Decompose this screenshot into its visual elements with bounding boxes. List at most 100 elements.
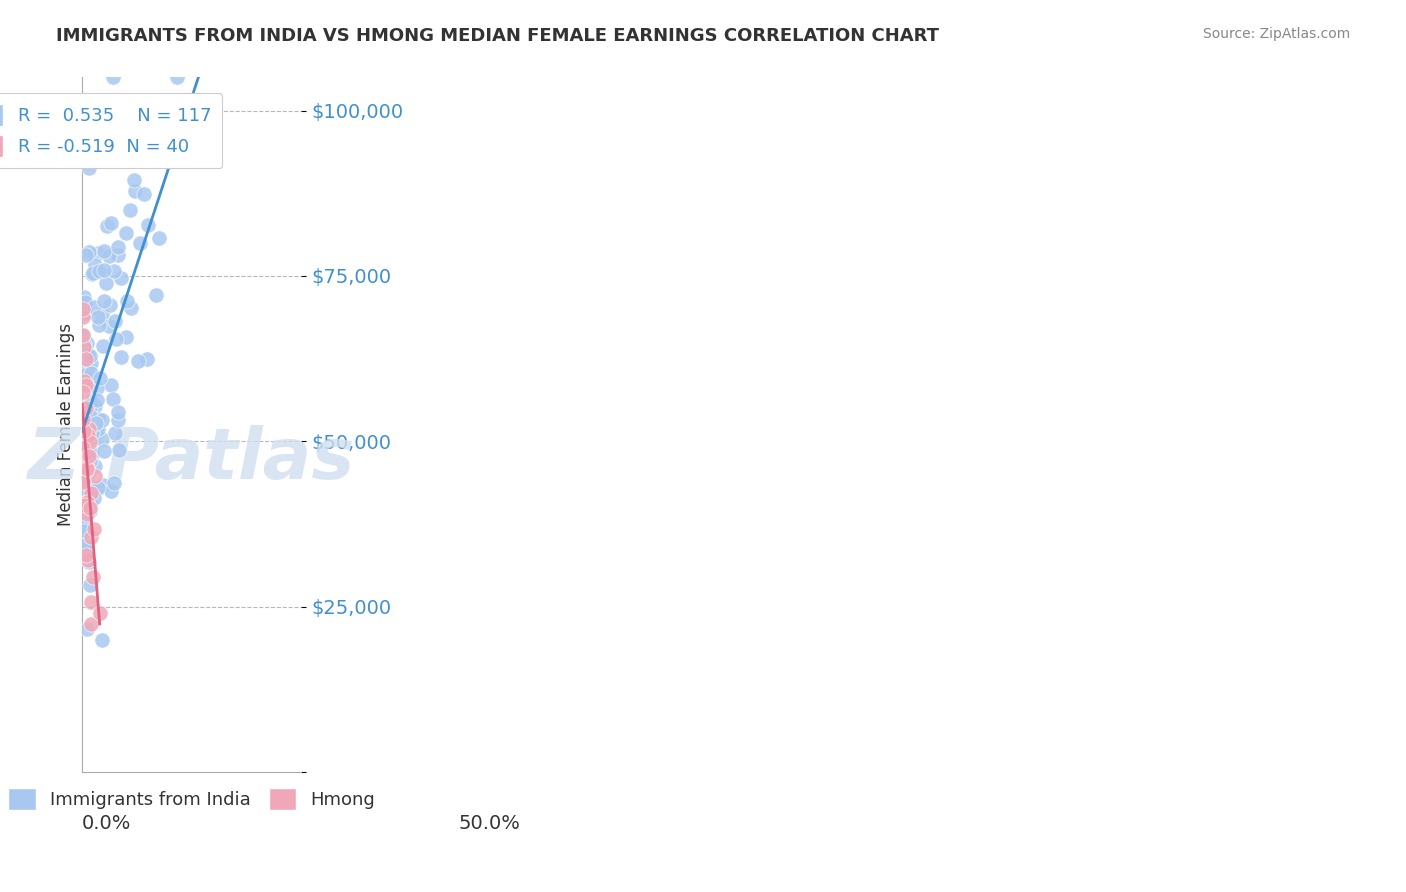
Point — [75, 453, 97, 467]
Point — [73, 441, 96, 455]
Point — [73, 538, 96, 552]
Text: 0.0%: 0.0% — [82, 814, 132, 833]
Point — [75, 449, 97, 463]
Point — [118, 202, 141, 217]
Point — [75, 459, 97, 474]
Point — [110, 350, 132, 364]
Point — [145, 288, 167, 302]
Point — [76, 508, 98, 522]
Point — [72, 472, 94, 486]
Point — [89, 607, 111, 621]
Point — [114, 227, 136, 241]
Point — [91, 478, 114, 492]
Point — [100, 483, 122, 498]
Point — [79, 501, 101, 516]
Point — [98, 318, 121, 333]
Point — [79, 486, 101, 500]
Point — [91, 412, 114, 426]
Point — [76, 365, 98, 379]
Point — [76, 462, 98, 476]
Point — [75, 461, 97, 475]
Point — [86, 382, 108, 396]
Text: Source: ZipAtlas.com: Source: ZipAtlas.com — [1202, 27, 1350, 41]
Point — [79, 409, 101, 423]
Point — [72, 336, 94, 351]
Point — [76, 495, 98, 509]
Point — [72, 473, 94, 487]
Point — [84, 459, 107, 474]
Point — [77, 428, 100, 442]
Point — [77, 450, 100, 464]
Point — [73, 457, 96, 471]
Point — [72, 444, 94, 458]
Point — [80, 595, 103, 609]
Point — [79, 349, 101, 363]
Point — [76, 335, 98, 350]
Point — [79, 490, 101, 504]
Point — [75, 295, 97, 310]
Point — [79, 556, 101, 570]
Point — [101, 392, 124, 406]
Point — [73, 424, 96, 438]
Point — [124, 173, 146, 187]
Point — [127, 353, 149, 368]
Point — [75, 548, 97, 562]
Point — [103, 70, 125, 85]
Point — [98, 249, 121, 263]
Point — [136, 218, 159, 232]
Legend: Immigrants from India, Hmong: Immigrants from India, Hmong — [0, 779, 384, 819]
Point — [90, 432, 112, 446]
Point — [104, 332, 127, 346]
Point — [148, 150, 170, 164]
Point — [76, 435, 98, 450]
Point — [93, 293, 115, 308]
Point — [75, 523, 97, 537]
Point — [79, 577, 101, 591]
Point — [76, 400, 98, 414]
Point — [79, 504, 101, 518]
Point — [72, 428, 94, 442]
Point — [132, 187, 155, 202]
Point — [72, 416, 94, 430]
Point — [76, 372, 98, 386]
Point — [94, 276, 117, 290]
Point — [107, 240, 129, 254]
Point — [103, 314, 125, 328]
Point — [72, 481, 94, 495]
Point — [80, 393, 103, 408]
Point — [72, 475, 94, 489]
Point — [73, 499, 96, 513]
Point — [79, 496, 101, 510]
Text: 50.0%: 50.0% — [458, 814, 520, 833]
Point — [107, 413, 129, 427]
Point — [72, 475, 94, 489]
Point — [73, 340, 96, 354]
Point — [80, 356, 103, 370]
Point — [73, 368, 96, 382]
Point — [91, 632, 114, 647]
Point — [108, 443, 131, 458]
Point — [73, 501, 96, 516]
Point — [79, 435, 101, 450]
Point — [103, 476, 125, 491]
Text: IMMIGRANTS FROM INDIA VS HMONG MEDIAN FEMALE EARNINGS CORRELATION CHART: IMMIGRANTS FROM INDIA VS HMONG MEDIAN FE… — [56, 27, 939, 45]
Point — [76, 460, 98, 475]
Point — [104, 426, 127, 441]
Point — [76, 542, 98, 557]
Point — [86, 310, 108, 325]
Point — [91, 339, 114, 353]
Point — [89, 318, 111, 332]
Point — [75, 423, 97, 437]
Point — [83, 258, 105, 272]
Point — [82, 447, 104, 461]
Point — [76, 622, 98, 636]
Point — [83, 522, 105, 536]
Point — [103, 264, 125, 278]
Point — [89, 370, 111, 384]
Point — [87, 245, 110, 260]
Point — [80, 366, 103, 380]
Point — [75, 248, 97, 262]
Point — [80, 616, 103, 631]
Point — [73, 524, 96, 538]
Point — [77, 245, 100, 260]
